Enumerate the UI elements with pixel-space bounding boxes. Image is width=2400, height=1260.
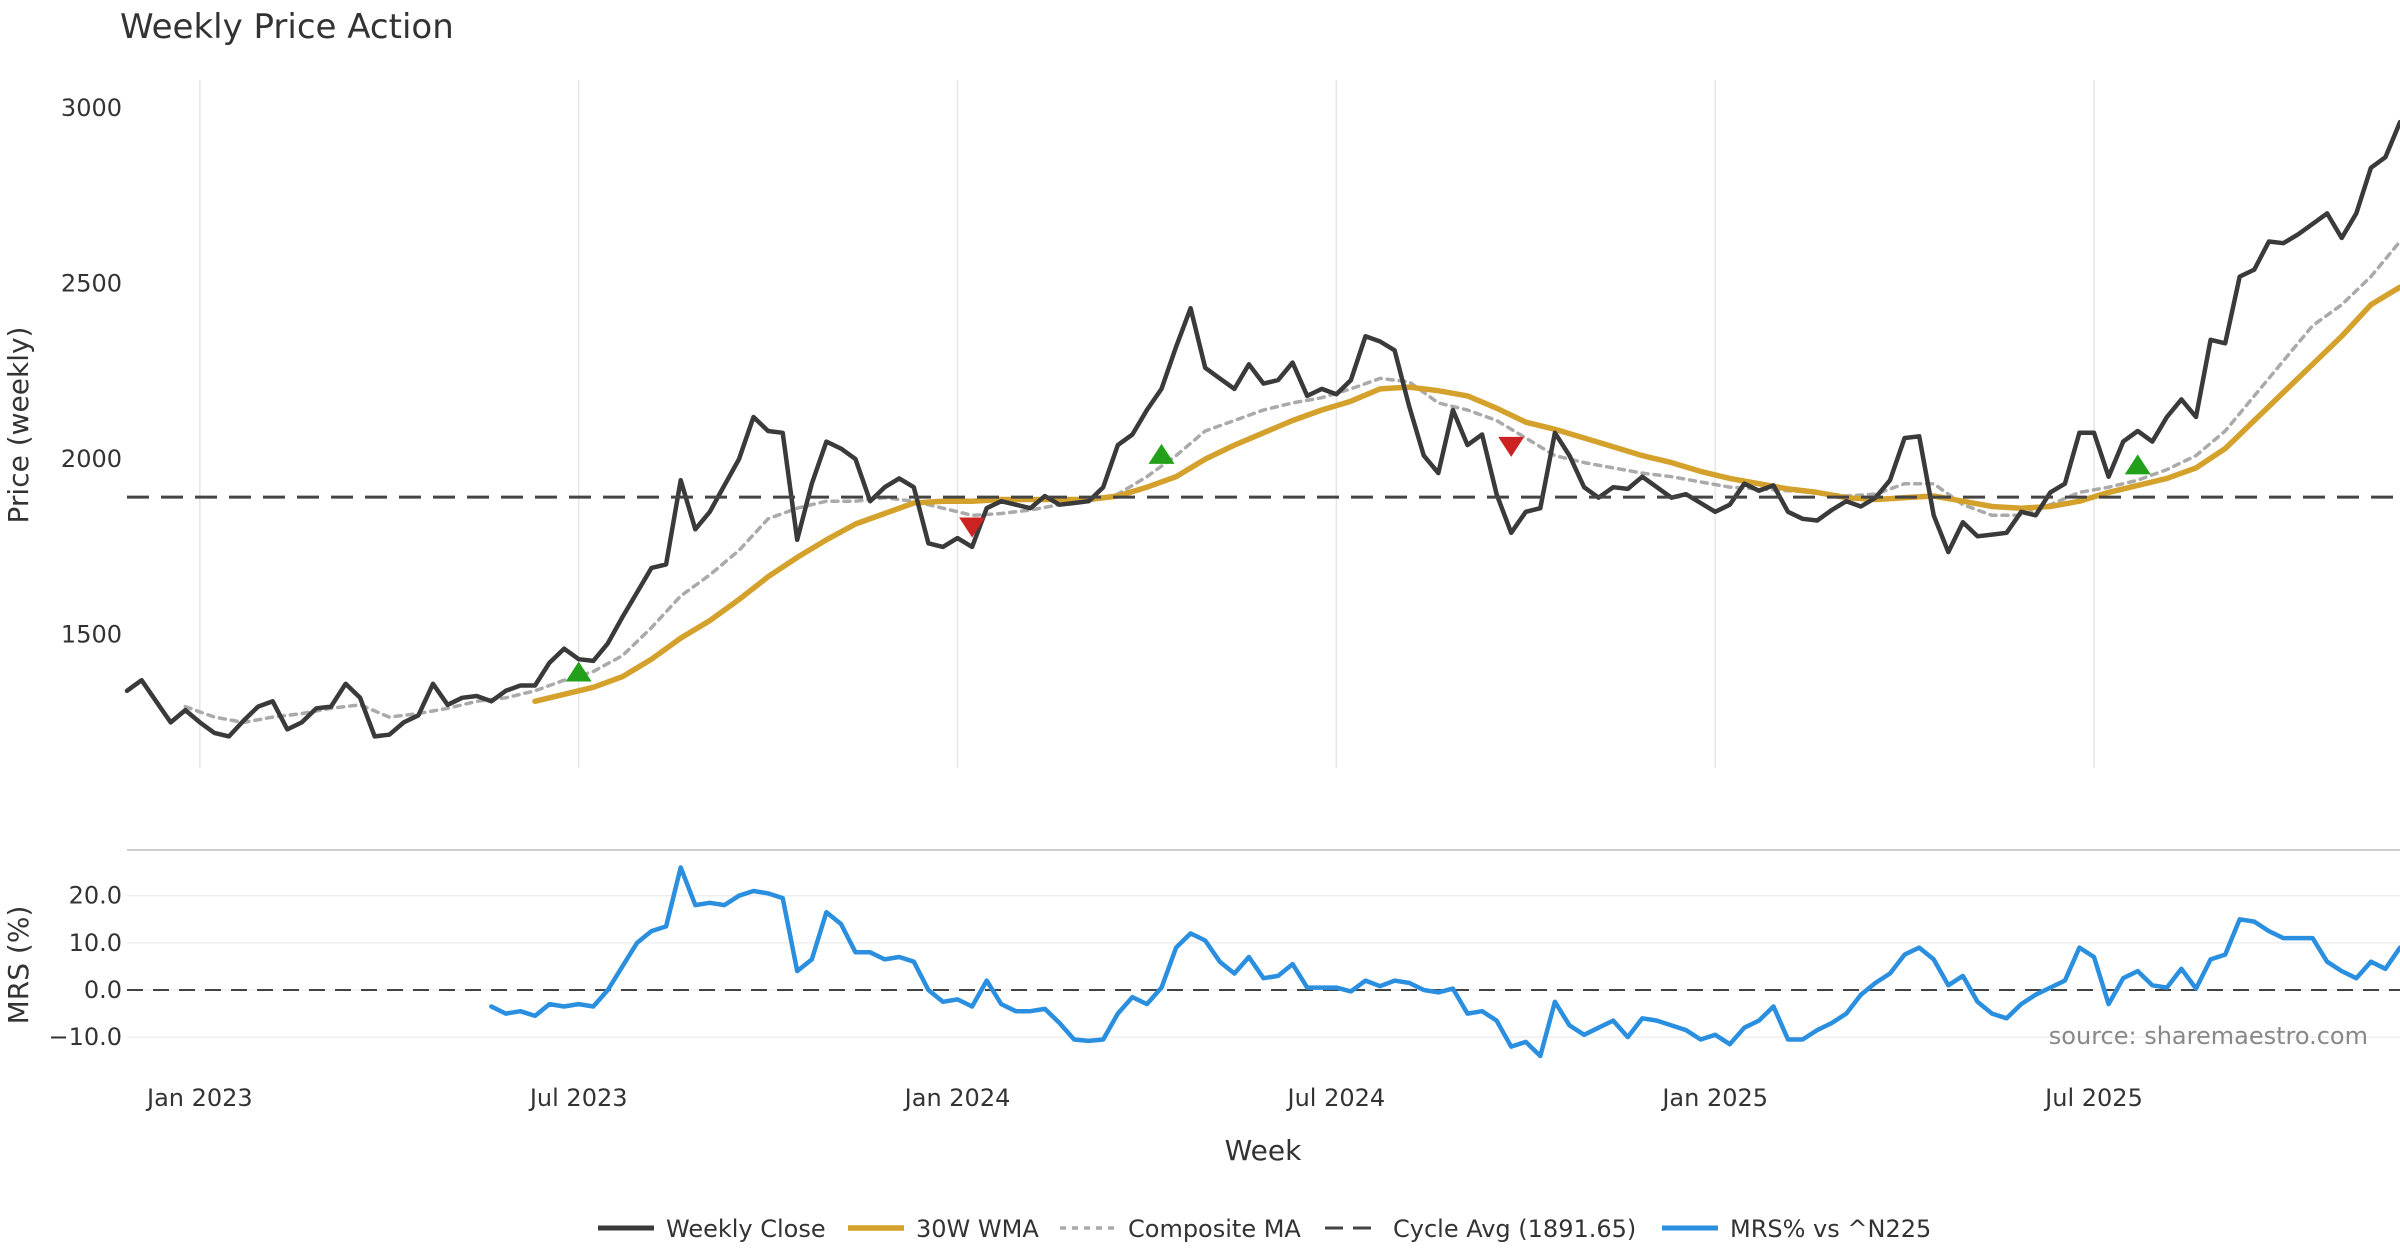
legend-item: Cycle Avg (1891.65): [1325, 1215, 1636, 1243]
x-tick-label: Jul 2025: [2043, 1084, 2143, 1112]
legend-item: 30W WMA: [848, 1215, 1039, 1243]
legend-label: Composite MA: [1128, 1215, 1301, 1243]
x-tick-label: Jul 2023: [528, 1084, 628, 1112]
x-tick-label: Jan 2024: [903, 1084, 1011, 1112]
source-note: source: sharemaestro.com: [2049, 1022, 2368, 1050]
legend-label: 30W WMA: [916, 1215, 1039, 1243]
sell-signal-marker: [959, 517, 986, 538]
buy-signal-marker: [1148, 443, 1175, 464]
sell-signal-marker: [1498, 436, 1525, 457]
legend-label: MRS% vs ^N225: [1730, 1215, 1931, 1243]
x-axis-title: Week: [1225, 1134, 1302, 1167]
x-tick-labels: Jan 2023 Jul 2023 Jan 2024 Jul 2024 Jan 2025…: [145, 1084, 2143, 1112]
legend-label: Weekly Close: [666, 1215, 826, 1243]
buy-signal-marker: [2124, 454, 2151, 475]
chart-title: Weekly Price Action: [120, 7, 454, 47]
legend: Weekly Close 30W WMA Composite MA Cycle Avg…: [598, 1215, 1931, 1243]
mrs-y-axis-title: MRS (%): [2, 906, 35, 1025]
mrs-grid: −10.0 0.0 10.0 20.0: [48, 882, 2400, 1051]
legend-item: Composite MA: [1060, 1215, 1301, 1243]
x-tick-label: Jan 2023: [145, 1084, 253, 1112]
legend-item: Weekly Close: [598, 1215, 826, 1243]
mrs-y-tick-label: −10.0: [48, 1023, 122, 1051]
series-mrs-line: [489, 865, 2400, 1059]
x-tick-label: Jul 2024: [1286, 1084, 1386, 1112]
series-weekly-close-line: [124, 119, 2400, 739]
price-series-group: [124, 119, 2400, 739]
price-y-tick-label: 2500: [61, 270, 122, 298]
price-y-tick-label: 3000: [61, 94, 122, 122]
signal-markers: [565, 436, 2151, 682]
price-y-axis-title: Price (weekly): [2, 327, 35, 524]
series-composite-ma-line: [183, 239, 2400, 725]
series-30w-wma-line: [532, 284, 2400, 705]
mrs-series-group: [489, 865, 2400, 1059]
legend-item: MRS% vs ^N225: [1662, 1215, 1931, 1243]
mrs-y-tick-label: 10.0: [69, 929, 122, 957]
price-y-tick-label: 1500: [61, 621, 122, 649]
buy-signal-marker: [565, 661, 592, 682]
mrs-y-tick-label: 0.0: [84, 976, 122, 1004]
price-y-tick-label: 2000: [61, 445, 122, 473]
x-tick-label: Jan 2025: [1660, 1084, 1768, 1112]
mrs-y-tick-label: 20.0: [69, 882, 122, 910]
legend-label: Cycle Avg (1891.65): [1393, 1215, 1636, 1243]
price-grid: 1500 2000 2500 3000: [61, 80, 2095, 768]
